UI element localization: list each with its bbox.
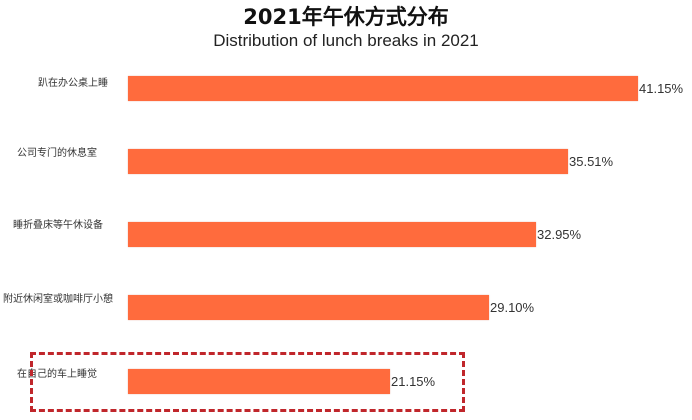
category-label: 趴在办公桌上睡 (38, 78, 108, 89)
category-label: 睡折叠床等午休设备 (13, 220, 103, 231)
value-label: 21.15% (391, 374, 436, 389)
bar (128, 295, 489, 320)
value-label: 41.15% (639, 81, 684, 96)
bar-row: 公司专门的休息室 35.51% (0, 148, 692, 175)
chart-title: 2021年午休方式分布 (243, 5, 449, 29)
bar (128, 369, 390, 394)
bar-row: 附近休闲室或咖啡厅小憩 29.10% (0, 294, 692, 321)
bar (128, 149, 568, 174)
chart-subtitle: Distribution of lunch breaks in 2021 (213, 31, 479, 50)
bar (128, 76, 638, 101)
bar (128, 222, 536, 247)
value-label: 29.10% (490, 300, 535, 315)
category-label: 公司专门的休息室 (17, 148, 97, 159)
value-label: 35.51% (569, 154, 614, 169)
highlight-dashed-box (30, 352, 465, 412)
bar-row: 趴在办公桌上睡 41.15% (0, 76, 692, 102)
category-label: 附近休闲室或咖啡厅小憩 (3, 294, 113, 305)
bar-row: 睡折叠床等午休设备 32.95% (0, 220, 692, 248)
category-label: 在自己的车上睡觉 (17, 369, 97, 380)
bar-row: 在自己的车上睡觉 21.15% (0, 369, 692, 395)
value-label: 32.95% (537, 227, 582, 242)
